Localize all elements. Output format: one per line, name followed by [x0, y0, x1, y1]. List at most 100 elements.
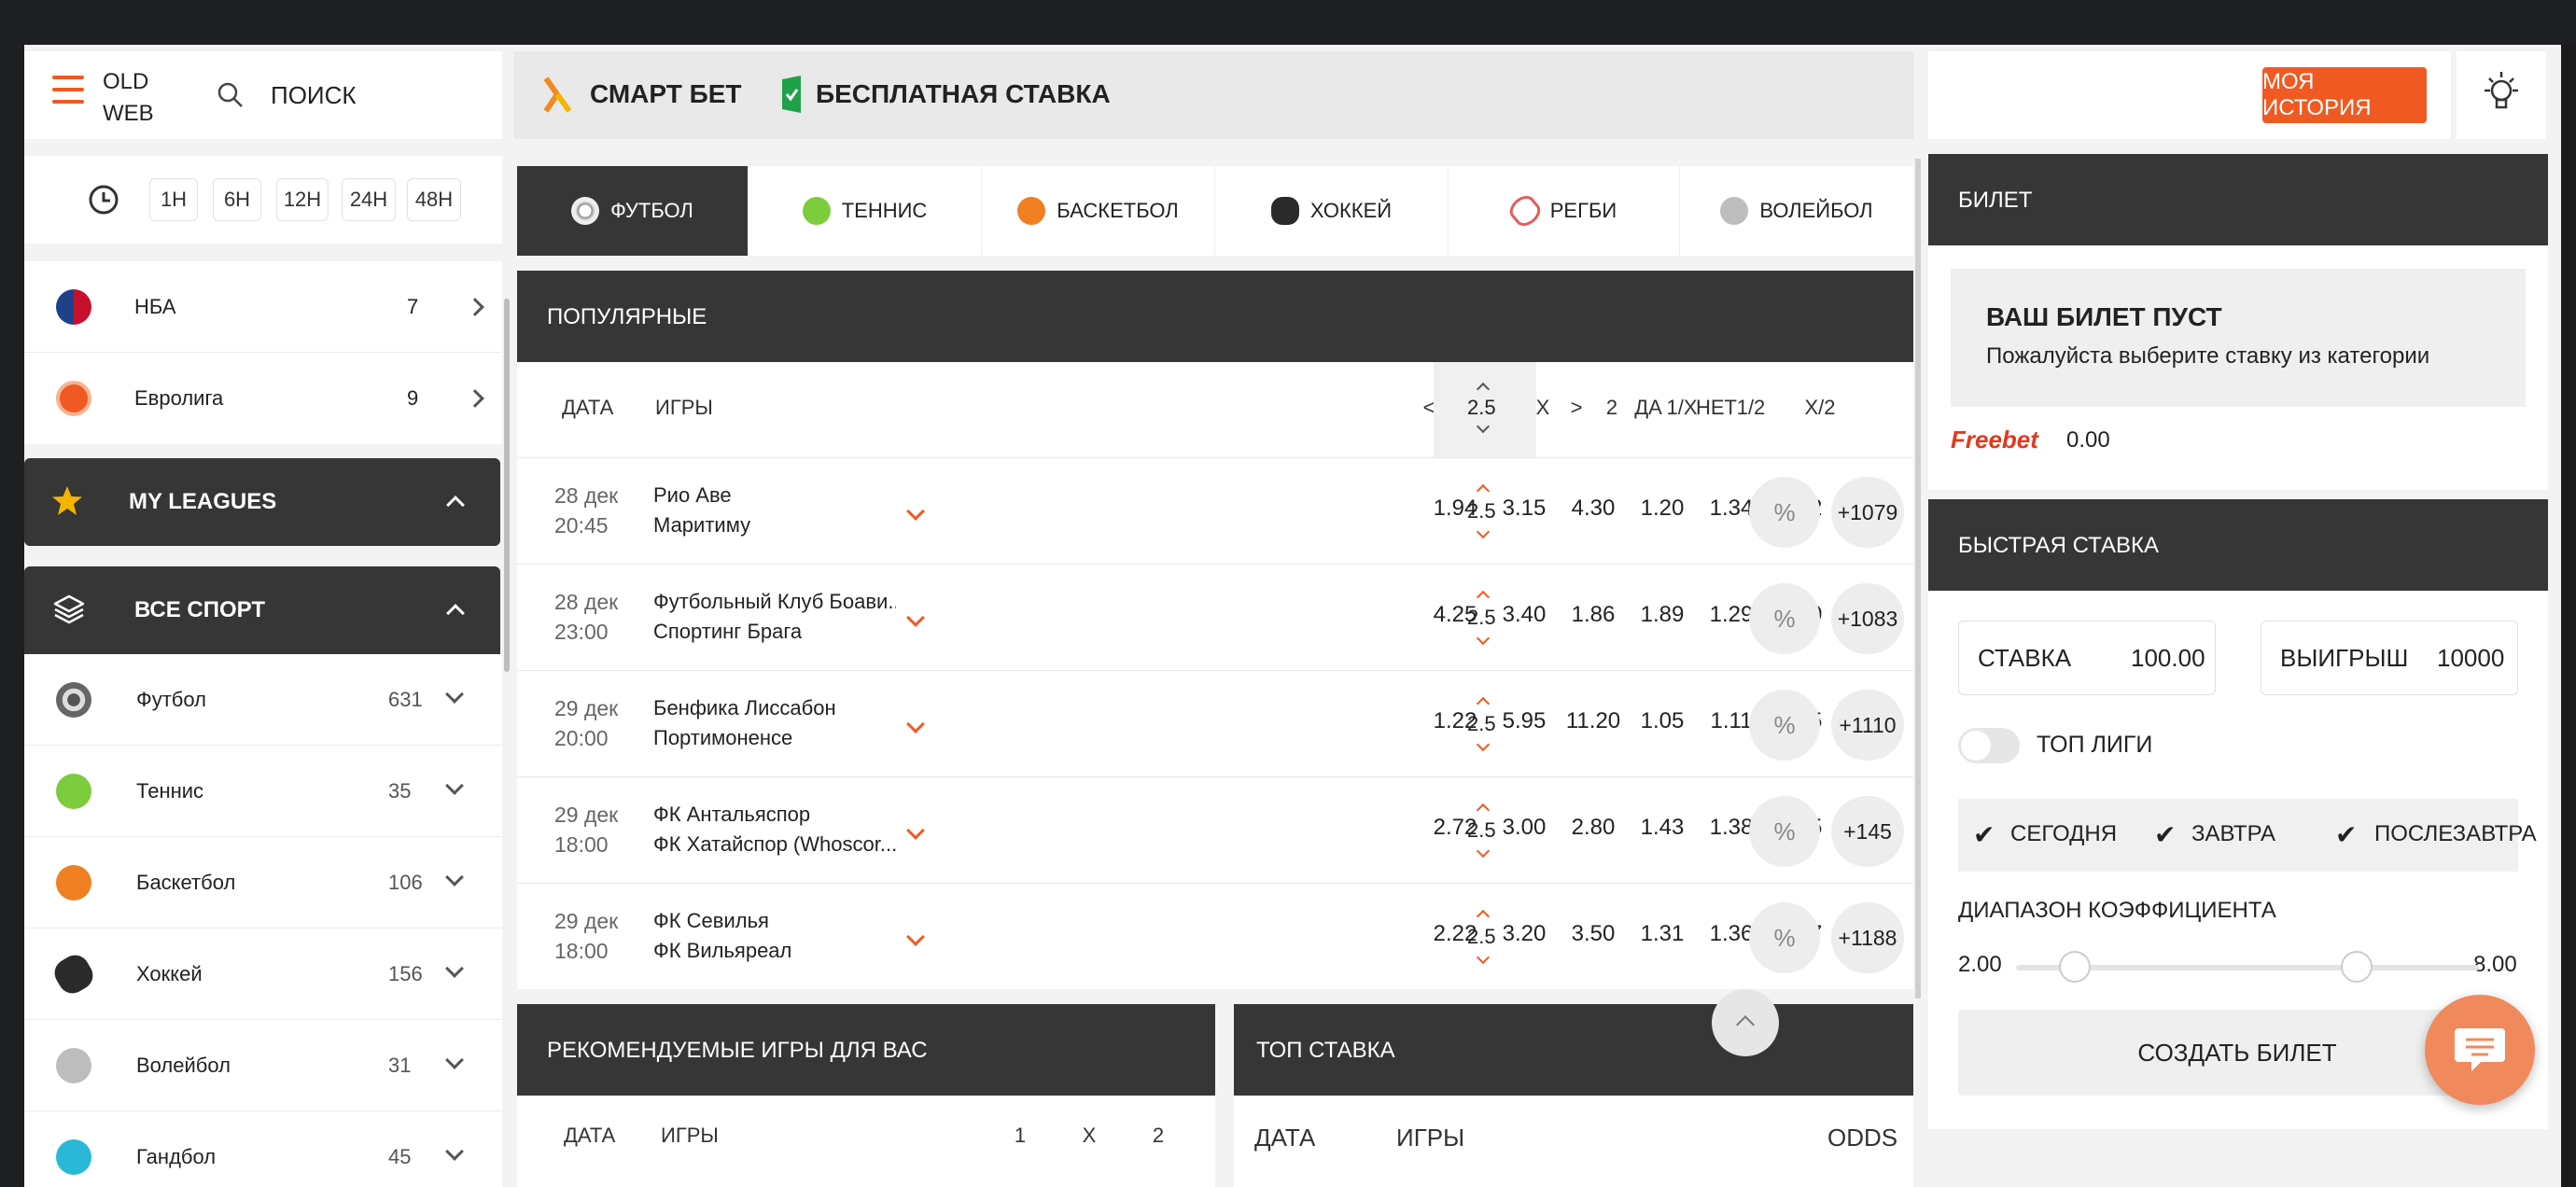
stake-value[interactable]: 100.00: [2131, 644, 2205, 672]
odd-value[interactable]: 3.50: [1571, 921, 1616, 946]
time-filter-12h[interactable]: 12H: [276, 178, 329, 221]
my-history-button[interactable]: МОЯ ИСТОРИЯ: [2262, 67, 2427, 123]
tab-tennis[interactable]: ТЕННИС: [749, 166, 982, 256]
sport-item-handball[interactable]: Гандбол 45: [24, 1111, 502, 1187]
odd-value[interactable]: 1.86: [1571, 602, 1616, 627]
odd-value[interactable]: 1.36: [1709, 921, 1754, 946]
match-teams[interactable]: Футбольный Клуб Боави... Спортинг Брага: [653, 590, 896, 643]
more-markets-button[interactable]: +1083: [1831, 583, 1904, 654]
match-teams[interactable]: ФК Антальяспор ФК Хатайспор (Whoscor...: [653, 803, 896, 856]
percent-button[interactable]: %: [1749, 796, 1820, 867]
sport-item-volleyball[interactable]: Волейбол 31: [24, 1020, 502, 1111]
tomorrow-checkbox[interactable]: ✔: [2154, 820, 2177, 849]
percent-button[interactable]: %: [1749, 902, 1820, 973]
tab-basketball[interactable]: БАСКЕТБОЛ: [982, 166, 1215, 256]
odd-value[interactable]: 4.25: [1433, 602, 1477, 627]
odd-value[interactable]: 3.15: [1502, 496, 1547, 521]
odd-value[interactable]: 1.34: [1709, 496, 1754, 521]
chevron-down-icon[interactable]: [906, 502, 925, 521]
odd-value[interactable]: 1.20: [1640, 496, 1685, 521]
today-checkbox[interactable]: ✔: [1973, 820, 1995, 849]
tab-rugby[interactable]: РЕГБИ: [1449, 166, 1680, 256]
tab-football[interactable]: ФУТБОЛ: [517, 166, 749, 256]
more-markets-button[interactable]: +145: [1831, 796, 1904, 867]
odd-value[interactable]: 1.94: [1433, 496, 1477, 521]
tab-volleyball[interactable]: ВОЛЕЙБОЛ: [1680, 166, 1913, 256]
caret-down-icon[interactable]: [1476, 524, 1491, 539]
match-teams[interactable]: ФК Севилья ФК Вильяреал: [653, 909, 792, 962]
sport-item-tennis[interactable]: Теннис 35: [24, 746, 502, 837]
old-web-logo[interactable]: OLD WEB: [24, 51, 189, 139]
sport-item-hockey[interactable]: Хоккей 156: [24, 929, 502, 1020]
percent-button[interactable]: %: [1749, 583, 1820, 654]
match-row[interactable]: 29 дек 20:00 Бенфика Лиссабон Портимоненсе 1…: [517, 670, 2158, 776]
search-input[interactable]: ПОИСК: [271, 81, 357, 109]
after-tomorrow-checkbox[interactable]: ✔: [2335, 820, 2358, 849]
left-scrollbar[interactable]: [504, 299, 510, 672]
odd-value[interactable]: 1.43: [1640, 815, 1685, 840]
scroll-up-button[interactable]: [1712, 989, 1779, 1056]
sport-item-basketball[interactable]: Баскетбол 106: [24, 837, 502, 929]
range-min-handle[interactable]: [2059, 951, 2091, 983]
center-scrollbar[interactable]: [1915, 159, 1921, 998]
match-teams[interactable]: Рио Аве Маритиму: [653, 483, 751, 537]
time-filter-6h[interactable]: 6H: [213, 178, 261, 221]
all-sports-header[interactable]: ВСЕ СПОРТ: [24, 566, 500, 654]
league-item-euroleague[interactable]: Евролига 9: [24, 353, 502, 444]
odd-value[interactable]: 1.38: [1709, 815, 1754, 840]
my-leagues-header[interactable]: MY LEAGUES: [24, 458, 500, 546]
caret-up-icon[interactable]: [1476, 382, 1491, 397]
chevron-down-icon[interactable]: [906, 821, 925, 840]
win-value[interactable]: 10000: [2437, 644, 2505, 672]
percent-button[interactable]: %: [1749, 477, 1820, 548]
odd-value[interactable]: 1.29: [1709, 602, 1754, 627]
chat-button[interactable]: [2425, 995, 2535, 1105]
win-field[interactable]: ВЫИГРЫШ 10000: [2261, 621, 2518, 695]
odd-value[interactable]: 11.20: [1565, 708, 1621, 733]
time-filter-1h[interactable]: 1H: [149, 178, 198, 221]
odd-value[interactable]: 3.20: [1502, 921, 1547, 946]
sport-item-football[interactable]: Футбол 631: [24, 654, 502, 746]
odd-value[interactable]: 3.00: [1502, 815, 1547, 840]
odd-value[interactable]: 3.40: [1502, 602, 1547, 627]
caret-down-icon[interactable]: [1476, 419, 1491, 434]
match-row[interactable]: 28 дек 23:00 Футбольный Клуб Боави... Спорт…: [517, 564, 2158, 670]
more-markets-button[interactable]: +1110: [1831, 690, 1904, 761]
match-row[interactable]: 29 дек 18:00 ФК Антальяспор ФК Хатайспор (W…: [517, 776, 2158, 883]
chevron-down-icon[interactable]: [906, 608, 925, 627]
more-markets-button[interactable]: +1188: [1831, 902, 1904, 973]
theme-toggle[interactable]: [2457, 51, 2546, 139]
top-leagues-toggle[interactable]: [1958, 728, 2020, 763]
range-max-handle[interactable]: [2341, 951, 2373, 983]
free-bet-link[interactable]: БЕСПЛАТНАЯ СТАВКА: [816, 79, 1111, 108]
search-box[interactable]: ПОИСК: [189, 51, 502, 139]
odd-value[interactable]: 1.89: [1640, 602, 1685, 627]
stake-field[interactable]: СТАВКА 100.00: [1958, 621, 2216, 695]
odd-value[interactable]: 1.31: [1640, 921, 1685, 946]
chevron-down-icon[interactable]: [906, 928, 925, 946]
chevron-down-icon[interactable]: [906, 715, 925, 733]
league-item-nba[interactable]: НБА 7: [24, 261, 502, 353]
caret-down-icon[interactable]: [1476, 631, 1491, 646]
caret-down-icon[interactable]: [1476, 844, 1491, 859]
odd-value[interactable]: 1.22: [1433, 708, 1477, 733]
smart-bet-link[interactable]: СМАРТ БЕТ: [590, 79, 742, 108]
caret-down-icon[interactable]: [1476, 737, 1491, 752]
odd-value[interactable]: 1.05: [1640, 708, 1685, 733]
match-row[interactable]: 28 дек 20:45 Рио Аве Маритиму 1.94 3.15 4.30 1.…: [517, 457, 2158, 564]
odd-value[interactable]: 2.80: [1571, 815, 1616, 840]
menu-icon[interactable]: [52, 76, 84, 113]
percent-button[interactable]: %: [1749, 690, 1820, 761]
odd-value[interactable]: 1.11: [1710, 708, 1753, 733]
caret-down-icon[interactable]: [1476, 950, 1491, 965]
time-filter-48h[interactable]: 48H: [407, 178, 461, 221]
odd-value[interactable]: 2.22: [1433, 921, 1477, 946]
match-row[interactable]: 29 дек 18:00 ФК Севилья ФК Вильяреал 2.22 3.2…: [517, 883, 2158, 989]
tab-hockey[interactable]: ХОККЕЙ: [1215, 166, 1449, 256]
odd-value[interactable]: 2.72: [1433, 815, 1477, 840]
odds-range-slider[interactable]: [2016, 965, 2479, 971]
odd-value[interactable]: 5.95: [1502, 708, 1547, 733]
match-teams[interactable]: Бенфика Лиссабон Портимоненсе: [653, 696, 836, 749]
odd-value[interactable]: 4.30: [1571, 496, 1616, 521]
more-markets-button[interactable]: +1079: [1831, 477, 1904, 548]
